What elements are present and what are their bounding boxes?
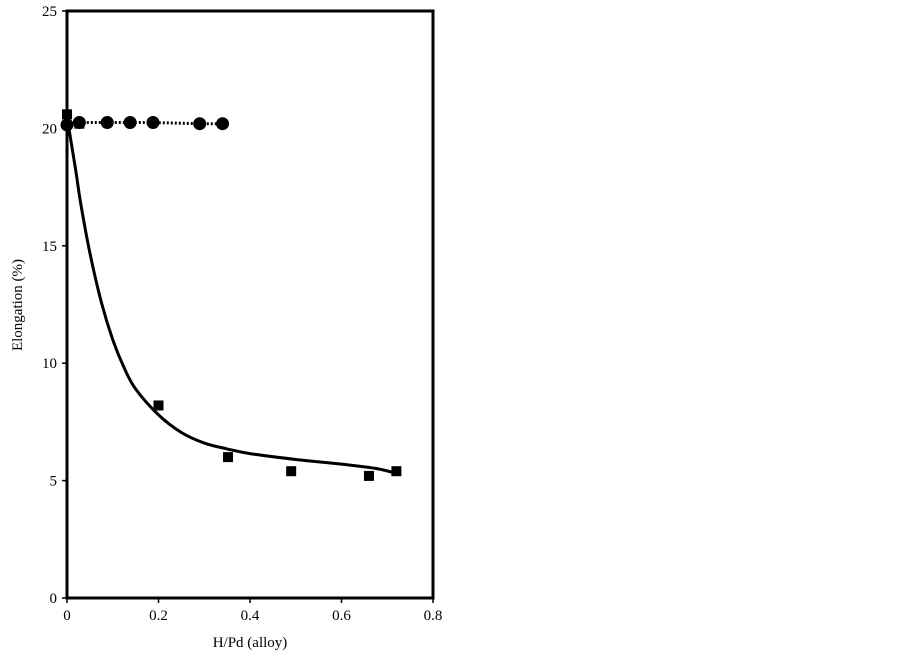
plot-frame [65,9,435,600]
series-layer [60,109,402,481]
series-1-point [60,118,74,132]
x-tick-label: 0 [63,608,71,624]
series-2-point [391,466,402,477]
series-1-point [146,116,160,130]
x-axis-title: H/Pd (alloy) [213,635,288,651]
series-2-point [363,470,374,481]
y-tick-label: 0 [50,591,58,607]
y-tick-label: 15 [42,239,57,255]
y-tick-label: 20 [42,121,57,137]
series-1-point [193,117,207,131]
y-tick-label: 10 [42,356,57,372]
y-tick-label: 5 [50,474,58,490]
x-tick-label: 0.6 [332,608,351,624]
y-tick-label: 25 [42,4,57,20]
x-tick-label: 0.2 [149,608,168,624]
series-1-point [100,116,114,130]
series-2-point [286,466,297,477]
series-1-point [123,116,137,130]
series-2-point [153,400,164,411]
series-2-point [74,118,85,129]
y-axis-ticks: 0 5 10 15 20 25 [42,4,67,607]
series-1-point [216,117,230,131]
x-tick-label: 0.8 [424,608,443,624]
series-2-point [62,109,72,120]
series-2-fit-curve [65,116,397,476]
x-tick-label: 0.4 [241,608,260,624]
series-2-point [223,452,234,463]
x-axis-ticks: 0 0.2 0.4 0.6 0.8 [63,598,442,624]
y-axis-title: Elongation (%) [10,259,26,351]
